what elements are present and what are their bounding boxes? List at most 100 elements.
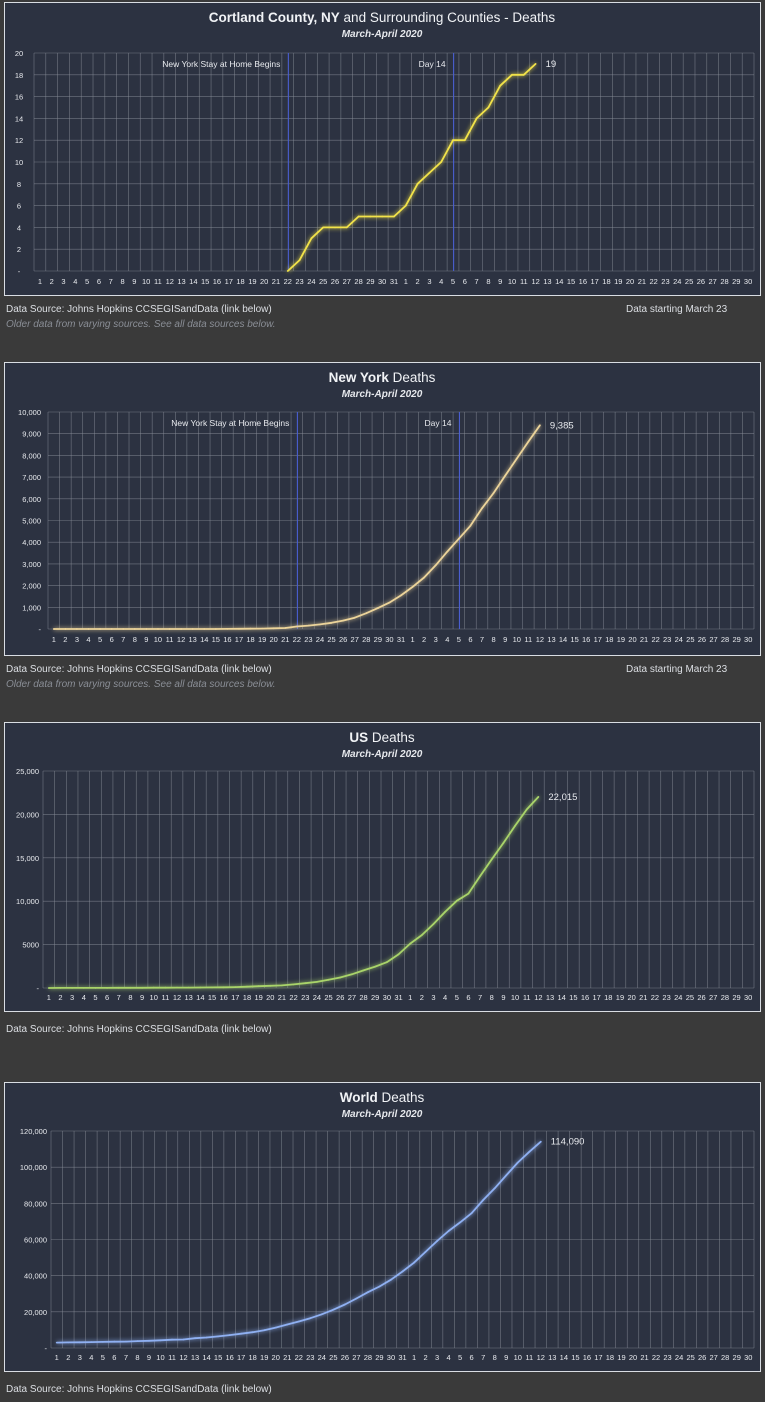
x-tick-label: 24 — [675, 1353, 683, 1362]
x-tick-label: 26 — [336, 993, 344, 1002]
x-tick-label: 13 — [543, 277, 551, 286]
x-tick-label: 15 — [571, 1353, 579, 1362]
x-tick-label: 14 — [555, 277, 563, 286]
chart-title-rest: and Surrounding Counties - Deaths — [340, 10, 556, 25]
data-point — [388, 601, 391, 604]
data-point — [113, 1340, 116, 1343]
data-point — [99, 628, 101, 630]
x-tick-label: 2 — [423, 1353, 427, 1362]
x-tick-label: 7 — [478, 993, 482, 1002]
data-point — [378, 1285, 381, 1288]
x-tick-label: 11 — [525, 1353, 533, 1362]
x-tick-label: 11 — [524, 635, 532, 644]
x-tick-label: 9 — [498, 277, 502, 286]
x-tick-label: 17 — [225, 277, 233, 286]
x-tick-label: 27 — [351, 635, 359, 644]
x-tick-label: 15 — [569, 993, 577, 1002]
data-point — [353, 616, 356, 619]
y-tick-label: - — [45, 1344, 48, 1353]
x-tick-label: 22 — [651, 993, 659, 1002]
data-point — [467, 892, 470, 895]
x-tick-label: 14 — [200, 635, 208, 644]
data-point — [122, 628, 125, 630]
x-tick-label: 18 — [246, 635, 254, 644]
chart-title-rest: Deaths — [368, 730, 415, 745]
data-point — [164, 986, 167, 989]
chart-panel-new-york: New York Deaths March-April 2020 - 1,000 2,0… — [4, 362, 761, 656]
x-tick-label: 12 — [537, 1353, 545, 1362]
older-data-note: Older data from varying sources. See all… — [6, 679, 276, 690]
data-point — [428, 172, 431, 174]
x-tick-label: 20 — [260, 277, 268, 286]
x-tick-label: 10 — [142, 277, 150, 286]
end-value-label: 114,090 — [551, 1137, 585, 1148]
data-point — [537, 796, 540, 798]
x-tick-label: 30 — [744, 277, 752, 286]
data-point — [286, 1323, 289, 1326]
y-tick-label: 20,000 — [16, 810, 39, 819]
x-tick-label: 7 — [481, 1353, 485, 1362]
x-tick-label: 19 — [258, 635, 266, 644]
data-point — [228, 1334, 231, 1336]
x-tick-label: 19 — [617, 635, 625, 644]
x-tick-label: 22 — [289, 993, 297, 1002]
data-point — [404, 204, 407, 207]
x-tick-label: 25 — [327, 635, 335, 644]
x-tick-label: 26 — [697, 993, 705, 1002]
chart-title-bold: New York — [329, 370, 390, 385]
x-tick-label: 1 — [52, 635, 56, 644]
x-tick-label: 12 — [531, 277, 539, 286]
data-point — [234, 986, 237, 988]
x-tick-label: 24 — [318, 1353, 326, 1362]
x-tick-label: 16 — [225, 1353, 233, 1362]
chart-new-york-svg: New York Deaths March-April 2020 - 1,000 2,0… — [18, 370, 755, 644]
x-tick-label: 18 — [606, 1353, 614, 1362]
x-tick-label: 5 — [455, 993, 459, 1002]
x-tick-label: 23 — [301, 993, 309, 1002]
data-point — [432, 923, 435, 925]
x-tick-label: 27 — [709, 993, 717, 1002]
x-tick-label: 4 — [86, 635, 90, 644]
x-tick-label: 18 — [249, 1353, 257, 1362]
x-tick-label: 12 — [536, 635, 544, 644]
y-tick-label: - — [18, 267, 21, 276]
x-tick-label: 8 — [492, 635, 496, 644]
y-tick-label: 2 — [17, 245, 21, 254]
y-tick-label: 25,000 — [16, 767, 39, 776]
y-tick-label: 18 — [15, 71, 23, 80]
x-tick-label: 6 — [112, 1353, 116, 1362]
x-tick-label: 14 — [558, 993, 566, 1002]
x-tick-label: 30 — [744, 635, 752, 644]
x-tick-label: 16 — [223, 635, 231, 644]
y-tick-label: 9,000 — [22, 430, 41, 439]
x-tick-label: 6 — [463, 277, 467, 286]
end-value-label: 9,385 — [550, 420, 574, 431]
data-point — [47, 987, 50, 989]
chart-world-svg: World Deaths March-April 2020 - 20,000 40,00… — [20, 1090, 755, 1362]
y-tick-label: 40,000 — [24, 1272, 47, 1281]
x-tick-label: 10 — [514, 1353, 522, 1362]
data-source-text: Data Source: Johns Hopkins CCSEGISandDat… — [6, 1384, 272, 1395]
x-tick-label: 18 — [236, 277, 244, 286]
x-tick-label: 9 — [144, 635, 148, 644]
x-tick-label: 14 — [189, 277, 197, 286]
x-tick-label: 3 — [75, 635, 79, 644]
x-tick-label: 28 — [359, 993, 367, 1002]
data-point — [332, 1308, 335, 1311]
data-point — [76, 628, 78, 630]
data-point — [67, 1341, 70, 1344]
older-data-note: Older data from varying sources. See all… — [6, 319, 276, 330]
x-tick-label: 25 — [319, 277, 327, 286]
x-tick-label: 4 — [439, 277, 443, 286]
x-tick-label: 3 — [61, 277, 65, 286]
x-tick-label: 22 — [652, 1353, 660, 1362]
x-tick-label: 5 — [93, 993, 97, 1002]
x-tick-label: 10 — [150, 993, 158, 1002]
x-tick-label: 16 — [213, 277, 221, 286]
data-source-text: Data Source: Johns Hopkins CCSEGISandDat… — [6, 664, 272, 675]
data-point — [357, 215, 360, 218]
data-point — [365, 612, 368, 615]
y-tick-label: 120,000 — [20, 1127, 47, 1136]
data-point — [444, 911, 446, 913]
annotation-label: Day 14 — [425, 418, 452, 428]
